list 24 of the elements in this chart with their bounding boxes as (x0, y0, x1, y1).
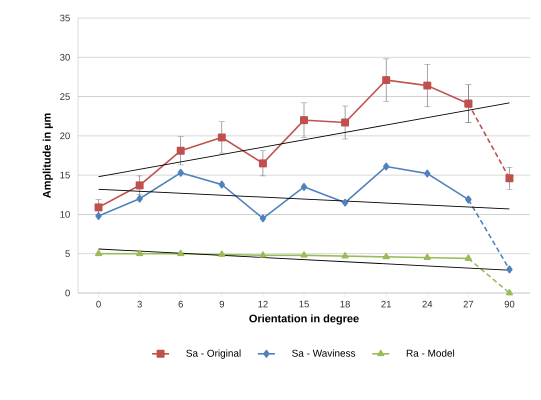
y-axis-title: Amplitude in µm (42, 113, 53, 198)
y-tick-label: 25 (60, 93, 70, 100)
y-tick-label: 20 (60, 132, 70, 140)
x-tick-label: 24 (422, 300, 432, 308)
x-tick-label: 15 (299, 300, 309, 308)
x-tick-label: 18 (340, 300, 350, 308)
legend-label: Sa - Waviness (292, 349, 356, 357)
x-tick-label: 27 (464, 300, 474, 308)
x-tick-label: 12 (258, 300, 268, 308)
y-tick-label: 10 (60, 211, 70, 218)
x-axis-title: Orientation in degree (249, 314, 359, 325)
y-tick-label: 5 (65, 250, 70, 258)
x-tick-label: 90 (504, 300, 514, 308)
x-tick-label: 3 (137, 300, 142, 308)
x-tick-label: 9 (220, 300, 224, 308)
y-tick-label: 35 (60, 14, 70, 22)
legend-label: Sa - Original (186, 349, 241, 359)
y-tick-label: 15 (60, 172, 70, 178)
x-tick-label: 21 (381, 300, 391, 308)
x-tick-label: 0 (96, 300, 101, 308)
legend-label: Ra - Model (406, 349, 454, 357)
x-tick-label: 6 (178, 300, 183, 308)
y-tick-label: 0 (65, 290, 70, 296)
y-tick-label: 30 (60, 54, 70, 61)
